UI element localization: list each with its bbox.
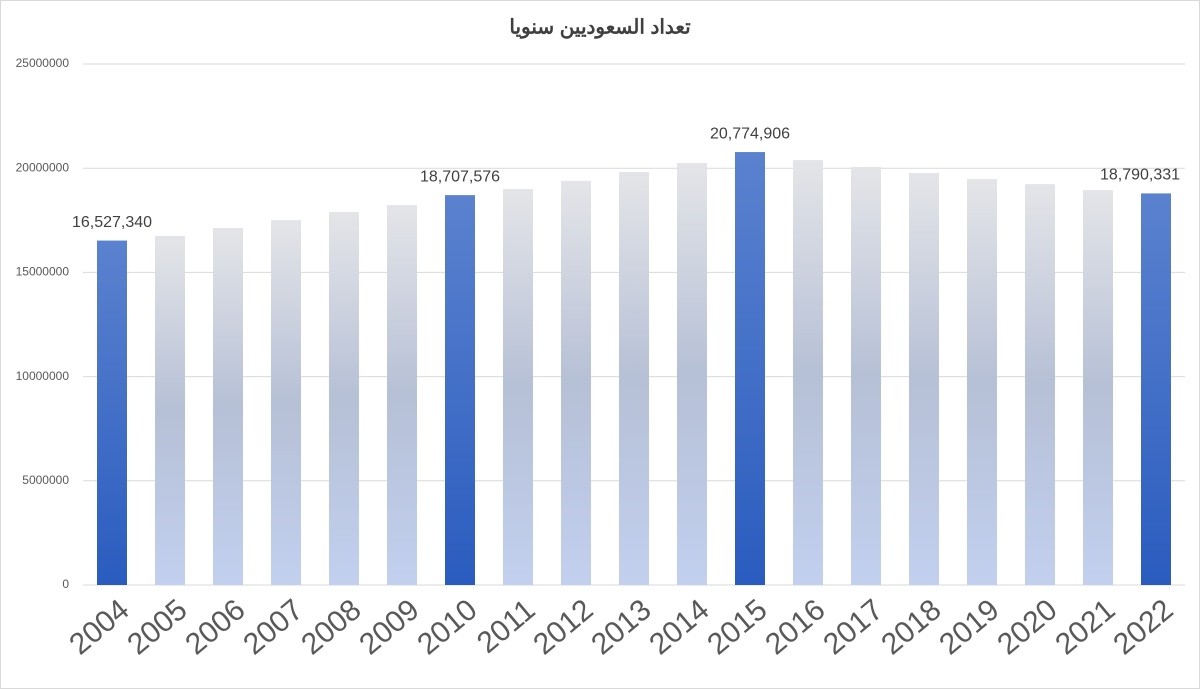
bar [735, 152, 765, 585]
bar [909, 172, 939, 585]
bar [503, 189, 533, 586]
bar [155, 235, 185, 585]
bar [1083, 190, 1113, 585]
value-label: 18,790,331 [1100, 167, 1180, 184]
bar [213, 228, 243, 585]
bar [445, 195, 475, 586]
value-label: 18,707,576 [420, 168, 500, 185]
y-tick-label: 5000000 [22, 473, 69, 487]
bar [967, 179, 997, 585]
y-tick-label: 15000000 [16, 265, 70, 279]
value-label: 20,774,906 [710, 125, 790, 142]
bar [851, 166, 881, 586]
bar [387, 205, 417, 586]
bar [677, 162, 707, 586]
bar [1141, 193, 1171, 586]
value-label: 16,527,340 [72, 214, 152, 231]
bar [271, 220, 301, 585]
y-tick-label: 25000000 [16, 56, 70, 70]
bar [793, 160, 823, 586]
bar [329, 211, 359, 586]
bar [1025, 184, 1055, 586]
y-tick-label: 0 [62, 577, 69, 591]
bar [561, 180, 591, 585]
y-tick-label: 20000000 [16, 160, 70, 174]
bar [619, 171, 649, 585]
y-tick-label: 10000000 [16, 369, 70, 383]
chart-title: تعداد السعوديين سنويا [509, 16, 691, 39]
bar [97, 240, 127, 585]
